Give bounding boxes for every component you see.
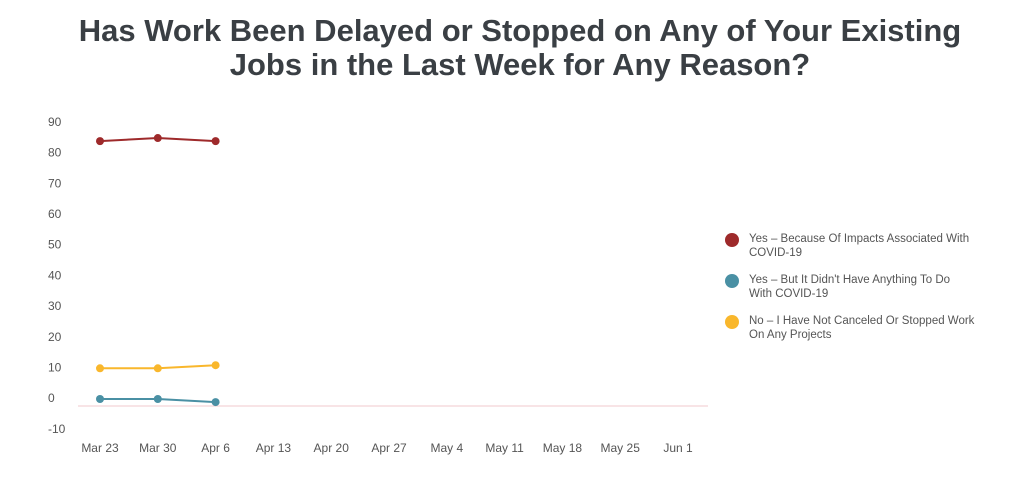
chart-title: Has Work Been Delayed or Stopped on Any … xyxy=(78,13,962,82)
y-tick-label: 10 xyxy=(48,360,62,374)
x-tick-label: Mar 23 xyxy=(81,441,119,455)
x-tick-label: Apr 6 xyxy=(201,441,230,455)
x-tick-label: May 4 xyxy=(430,441,463,455)
data-point xyxy=(96,395,104,403)
y-tick-label: 0 xyxy=(48,391,55,405)
legend-marker xyxy=(725,274,739,288)
legend-item: Yes – But It Didn't Have Anything To Do … xyxy=(725,273,975,301)
y-tick-label: 20 xyxy=(48,330,62,344)
legend-label: Yes – Because Of Impacts Associated With… xyxy=(749,233,970,259)
data-point xyxy=(153,134,162,143)
x-tick-label: Apr 20 xyxy=(314,441,350,455)
data-point xyxy=(211,361,220,370)
data-point xyxy=(96,137,104,146)
data-point xyxy=(153,364,162,373)
legend: Yes – Because Of Impacts Associated With… xyxy=(725,232,975,355)
y-tick-label: 90 xyxy=(48,115,62,129)
x-tick-label: Apr 13 xyxy=(256,441,292,455)
legend-item: No – I Have Not Canceled Or Stopped Work… xyxy=(725,314,975,342)
legend-label: Yes – But It Didn't Have Anything To Do … xyxy=(749,274,951,300)
x-tick-label: Mar 30 xyxy=(139,441,177,455)
x-tick-label: Jun 1 xyxy=(663,441,693,455)
y-tick-label: 40 xyxy=(48,268,62,282)
data-point xyxy=(153,395,162,403)
y-tick-label: 70 xyxy=(48,176,62,190)
x-tick-label: Apr 27 xyxy=(371,441,407,455)
y-tick-label: 60 xyxy=(48,207,62,221)
legend-marker xyxy=(725,315,739,329)
legend-label: No – I Have Not Canceled Or Stopped Work… xyxy=(749,315,975,341)
x-tick-label: May 18 xyxy=(543,441,583,455)
data-point xyxy=(211,398,220,407)
legend-marker xyxy=(725,233,739,247)
legend-item: Yes – Because Of Impacts Associated With… xyxy=(725,232,975,260)
x-tick-label: May 11 xyxy=(485,441,524,455)
data-point xyxy=(211,137,220,146)
data-point xyxy=(96,364,104,373)
x-tick-label: May 25 xyxy=(601,441,641,455)
y-tick-label: 80 xyxy=(48,146,62,160)
y-tick-label: -10 xyxy=(48,422,66,436)
y-tick-label: 50 xyxy=(48,238,62,252)
y-tick-label: 30 xyxy=(48,299,62,313)
